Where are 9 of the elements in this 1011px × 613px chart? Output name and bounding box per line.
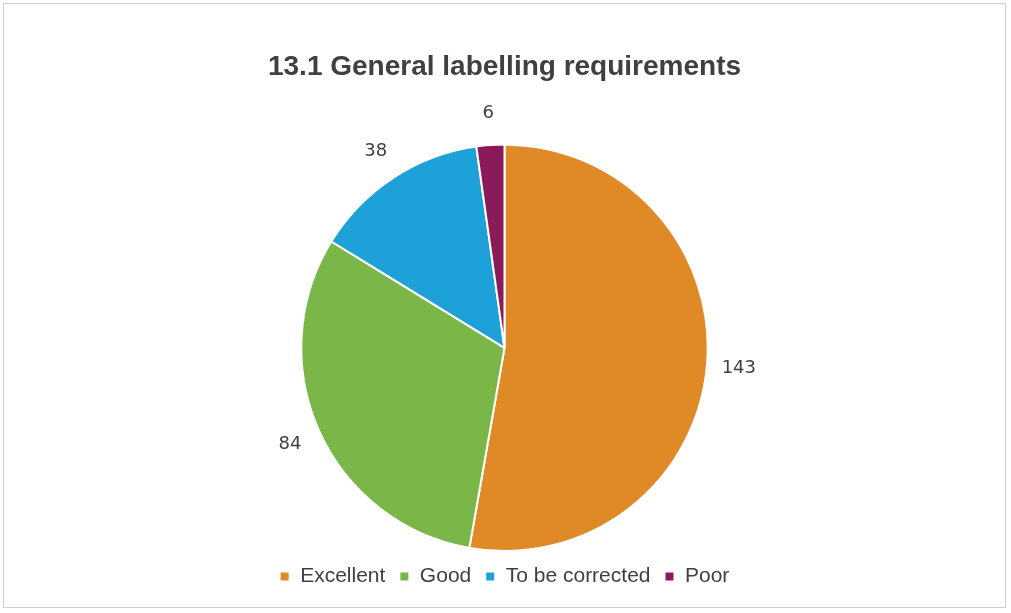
legend-label: Excellent [300, 563, 386, 587]
legend-label: To be corrected [505, 563, 651, 587]
legend-label: Poor [684, 563, 730, 587]
chart-title: 13.1 General labelling requirements [267, 49, 742, 81]
data-label: 143 [721, 355, 756, 377]
data-label: 6 [482, 100, 494, 122]
data-label: 84 [278, 432, 302, 454]
legend-label: Good [419, 563, 472, 587]
data-label: 38 [364, 138, 388, 160]
